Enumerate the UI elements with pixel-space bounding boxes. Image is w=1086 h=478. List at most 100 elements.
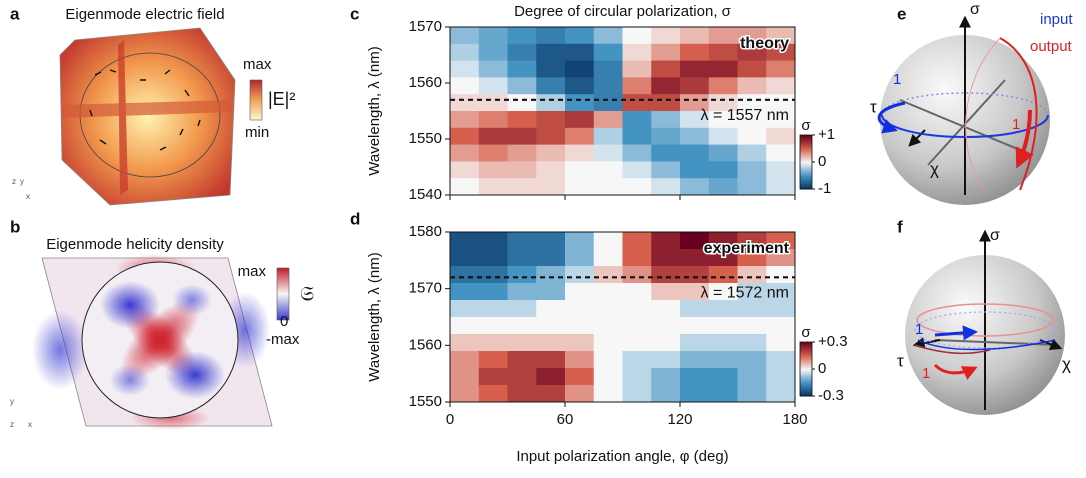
heatmap-cell [565,111,595,129]
colorbar-segment [800,174,812,176]
heatmap-cell [651,368,681,386]
heatmap-cell [622,178,652,196]
heatmap-cell [593,144,623,162]
colorbar-segment [800,378,812,381]
heatmap-cell [593,94,623,112]
heatmap-cell [565,368,595,386]
heatmap-cell [651,77,681,95]
colorbar-title: σ [801,324,811,341]
x-tick-label: 180 [782,411,807,428]
heatmap-cell [536,77,566,95]
panel-title: Eigenmode helicity density [46,236,224,253]
legend-entry: output [1030,38,1073,55]
heatmap-cell [622,60,652,78]
heatmap-cell [593,111,623,129]
heatmap-cell [651,178,681,196]
heatmap-cell [708,334,738,352]
colorbar-segment [800,374,812,377]
panel-letter: d [350,209,360,228]
panel-letter: a [10,4,20,23]
heatmap-cell [593,161,623,179]
heatmap-cell [708,161,738,179]
reference-label: λ = 1572 nm [701,285,790,302]
legend-entry: input [1040,11,1073,28]
heatmap-cell [593,334,623,352]
heatmap-cell [651,60,681,78]
path-label: 1 [922,365,930,382]
x-tick-label: 120 [667,411,692,428]
heatmap-cell [622,43,652,62]
heatmap-cell [766,60,796,78]
colorbar-segment [800,371,812,374]
heatmap-cell [737,232,767,250]
heatmap-cell [737,161,767,179]
heatmap-cell [708,266,738,284]
heatmap-cell [651,317,681,335]
panel-letter: e [897,4,906,23]
colorbar-segment [800,375,812,378]
heatmap-cell [478,77,508,95]
colorbar-segment [800,152,812,155]
heatmap-cell [680,334,710,352]
heatmap-cell [478,127,508,146]
colorbar-segment [800,137,812,140]
heatmap-cell [450,266,480,284]
heatmap-cell [680,385,710,403]
colorbar-tick-label: +0.3 [818,333,848,350]
heatmap-cell [737,27,767,45]
heatmap-cell [680,111,710,129]
heatmap-cell [737,266,767,284]
heatmap-cell [536,351,566,369]
heatmap-cell [622,232,652,250]
heatmap-cell [766,161,796,179]
heatmap-cell [536,300,566,318]
chart-title: Degree of circular polarization, σ [514,3,732,20]
colorbar-segment [800,139,812,141]
y-tick-label: 1560 [409,74,442,91]
heatmap-cell [766,334,796,352]
poincare-sphere [877,15,1050,205]
heatmap-cell [766,27,796,45]
colorbar-segment [800,351,812,354]
heatmap-cell [507,300,537,318]
heatmap-cell [680,266,710,284]
heatmap-cell [766,368,796,386]
heatmap-cell [536,60,566,78]
heatmap-cell [450,317,480,335]
colorbar-segment [800,360,812,363]
heatmap-cell [680,144,710,162]
heatmap-cell [450,249,480,267]
heatmap-cell [593,283,623,301]
heatmap-cell [766,127,796,146]
colorbar-tick-label: -0.3 [818,387,844,404]
heatmap-cell [622,127,652,146]
colorbar [276,267,290,321]
heatmap-cell [622,144,652,162]
path-label: 1 [915,321,923,338]
heatmap-cell [737,43,767,62]
heatmap-cell [593,232,623,250]
colorbar-segment [800,364,812,367]
heatmap-cell [737,94,767,112]
colorbar-segment [800,187,812,190]
x-tick-label: 0 [446,411,454,428]
heatmap-cell [450,178,480,196]
colorbar-segment [800,346,812,348]
colorbar-segment [800,160,812,163]
colorbar-segment [800,377,812,379]
heatmap-cell [708,60,738,78]
heatmap-cell [708,232,738,250]
heatmap-cell [565,144,595,162]
axis-label: χ [930,159,939,178]
heatmap-cell [622,368,652,386]
heatmap-cell [536,385,566,403]
heatmap-cell [536,232,566,250]
heatmap-cell [622,334,652,352]
heatmap-cell [565,351,595,369]
y-axis-label: Wavelength, λ (nm) [366,46,383,176]
colorbar-segment [800,148,812,151]
heatmap-cell [593,178,623,196]
colorbar-segment [800,175,812,178]
colorbar-segment [800,362,812,365]
heatmap-cell [593,43,623,62]
